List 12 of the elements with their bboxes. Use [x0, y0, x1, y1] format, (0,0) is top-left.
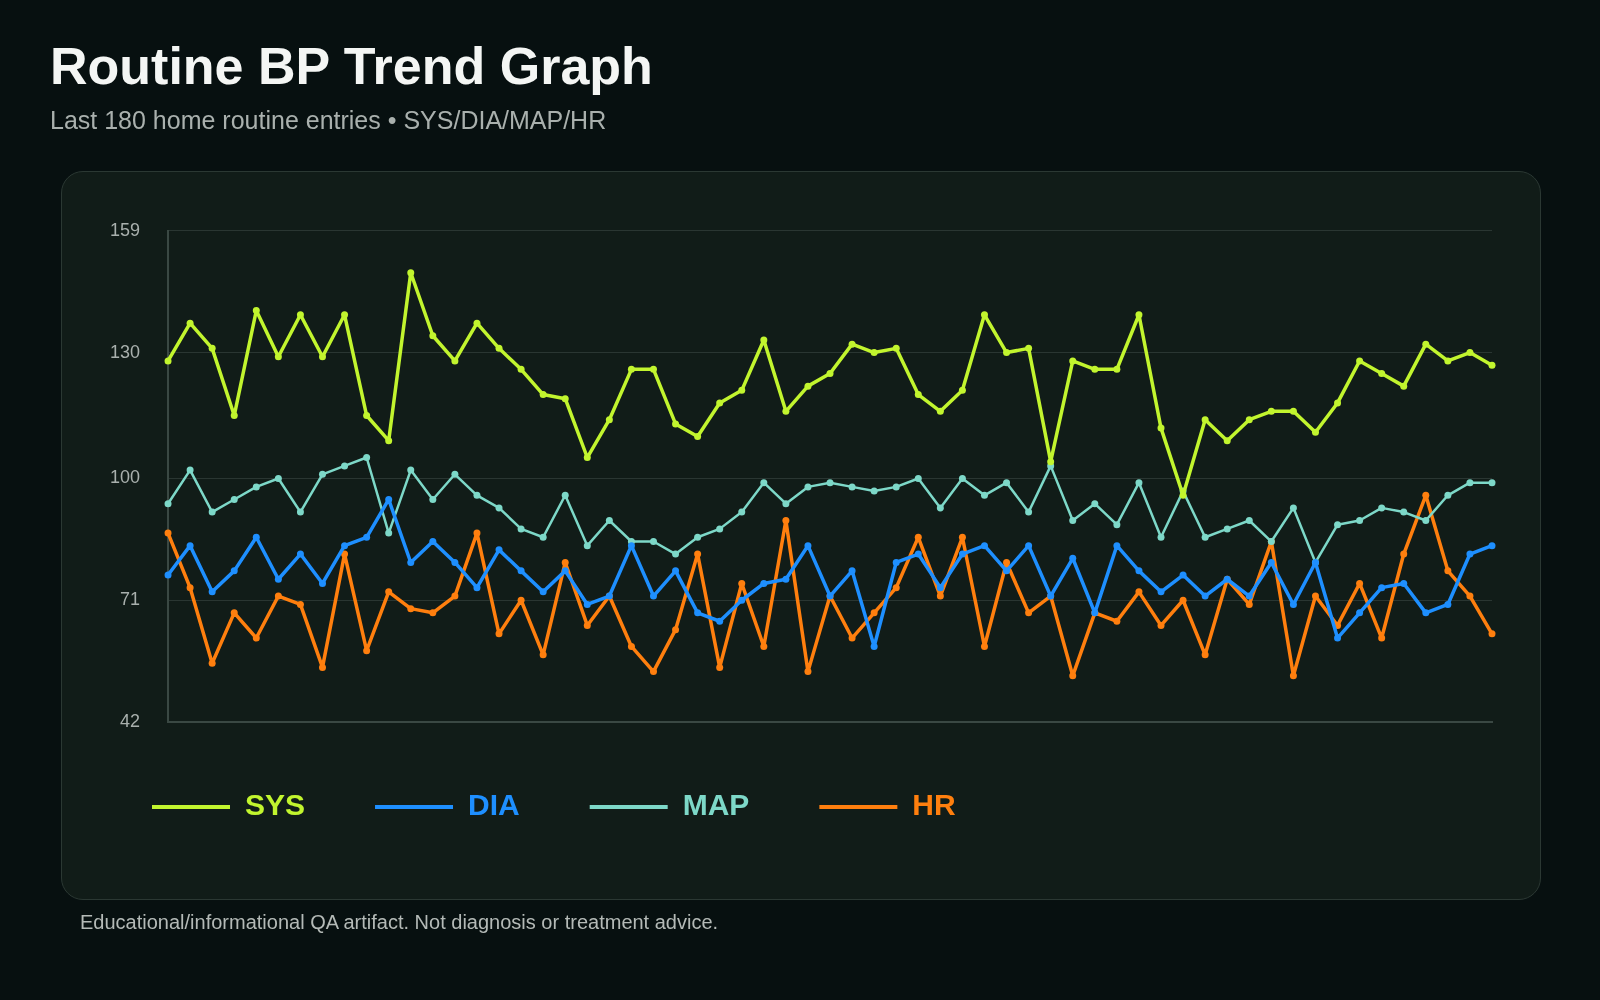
legend-label: HR — [912, 788, 957, 822]
text: Educational/informational QA artifact. Not diagnosis or treatment advice. — [80, 911, 719, 934]
y-tick-label: 42 — [120, 710, 141, 731]
chart-title: Routine BP Trend Graph — [50, 36, 653, 96]
y-tick-label: 159 — [109, 219, 141, 240]
legend-label: SYS — [245, 788, 306, 822]
legend-label: MAP — [682, 788, 750, 822]
y-tick-label: 130 — [109, 341, 141, 362]
chart-subtitle: Last 180 home routine entries • SYS/DIA/MAP/HR — [50, 106, 607, 135]
legend-label: DIA — [468, 788, 520, 822]
y-tick-label: 100 — [109, 467, 141, 488]
y-tick-label: 71 — [120, 589, 141, 610]
